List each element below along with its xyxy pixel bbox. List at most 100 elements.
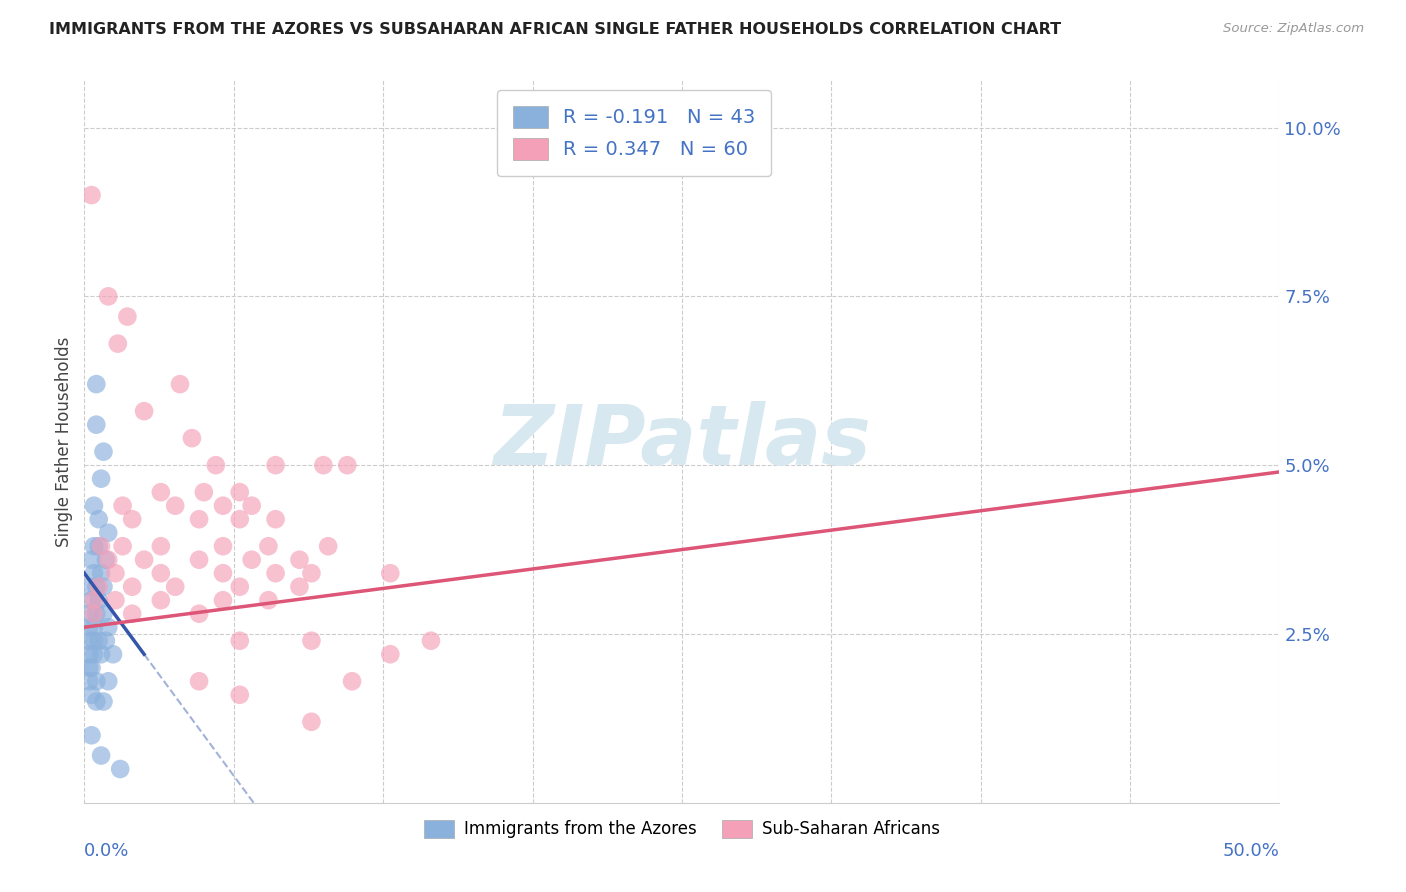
Point xyxy=(380,566,402,581)
Point xyxy=(90,566,112,581)
Point xyxy=(90,472,112,486)
Point xyxy=(165,499,187,513)
Point xyxy=(165,580,187,594)
Point xyxy=(111,539,134,553)
Text: Source: ZipAtlas.com: Source: ZipAtlas.com xyxy=(1223,22,1364,36)
Point xyxy=(90,748,112,763)
Point xyxy=(288,580,311,594)
Point xyxy=(121,512,143,526)
Point xyxy=(264,566,287,581)
Point xyxy=(212,539,235,553)
Point xyxy=(90,539,112,553)
Point xyxy=(149,485,172,500)
Point xyxy=(212,593,235,607)
Point xyxy=(104,566,127,581)
Point xyxy=(87,539,110,553)
Point xyxy=(316,539,339,553)
Point xyxy=(288,552,311,566)
Point xyxy=(257,539,280,553)
Point xyxy=(93,694,115,708)
Point xyxy=(181,431,204,445)
Point xyxy=(94,633,117,648)
Point xyxy=(188,512,211,526)
Point xyxy=(101,647,124,661)
Text: IMMIGRANTS FROM THE AZORES VS SUBSAHARAN AFRICAN SINGLE FATHER HOUSEHOLDS CORREL: IMMIGRANTS FROM THE AZORES VS SUBSAHARAN… xyxy=(49,22,1062,37)
Point xyxy=(301,633,323,648)
Point xyxy=(301,714,323,729)
Point xyxy=(83,647,105,661)
Point xyxy=(80,728,103,742)
Point xyxy=(80,688,103,702)
Point xyxy=(149,566,172,581)
Point xyxy=(77,633,100,648)
Point xyxy=(97,620,120,634)
Point xyxy=(132,552,156,566)
Y-axis label: Single Father Households: Single Father Households xyxy=(55,336,73,547)
Legend: Immigrants from the Azores, Sub-Saharan Africans: Immigrants from the Azores, Sub-Saharan … xyxy=(418,813,946,845)
Point xyxy=(97,289,120,303)
Point xyxy=(229,580,252,594)
Point xyxy=(104,593,127,607)
Point xyxy=(240,499,263,513)
Point xyxy=(149,593,172,607)
Point xyxy=(86,694,108,708)
Point xyxy=(97,674,120,689)
Point xyxy=(149,539,172,553)
Point xyxy=(83,593,105,607)
Point xyxy=(77,647,100,661)
Point xyxy=(111,499,134,513)
Point xyxy=(87,512,110,526)
Point xyxy=(257,593,280,607)
Point xyxy=(193,485,215,500)
Point xyxy=(188,552,211,566)
Point xyxy=(83,539,105,553)
Point xyxy=(336,458,359,472)
Point xyxy=(110,762,132,776)
Point xyxy=(264,458,287,472)
Point xyxy=(90,647,112,661)
Point xyxy=(93,444,115,458)
Point xyxy=(205,458,228,472)
Point xyxy=(93,607,115,621)
Point xyxy=(86,377,108,392)
Point xyxy=(97,552,120,566)
Point xyxy=(87,633,110,648)
Point xyxy=(380,647,402,661)
Point xyxy=(77,674,100,689)
Point xyxy=(264,512,287,526)
Point xyxy=(301,566,323,581)
Point xyxy=(240,552,263,566)
Point xyxy=(107,336,129,351)
Point xyxy=(77,607,100,621)
Text: 50.0%: 50.0% xyxy=(1223,842,1279,860)
Point xyxy=(86,417,108,432)
Point xyxy=(117,310,139,324)
Point xyxy=(83,607,105,621)
Point xyxy=(86,580,108,594)
Point xyxy=(340,674,363,689)
Point xyxy=(77,620,100,634)
Point xyxy=(83,566,105,581)
Point xyxy=(80,188,103,202)
Point xyxy=(87,593,110,607)
Point xyxy=(97,525,120,540)
Point xyxy=(212,566,235,581)
Point xyxy=(86,607,108,621)
Point xyxy=(80,552,103,566)
Point xyxy=(169,377,191,392)
Point xyxy=(83,499,105,513)
Point xyxy=(212,499,235,513)
Point xyxy=(77,661,100,675)
Point xyxy=(229,485,252,500)
Point xyxy=(94,552,117,566)
Point xyxy=(80,661,103,675)
Point xyxy=(188,674,211,689)
Point xyxy=(87,580,110,594)
Point xyxy=(83,633,105,648)
Point xyxy=(93,580,115,594)
Point xyxy=(86,674,108,689)
Point xyxy=(420,633,443,648)
Point xyxy=(121,607,143,621)
Point xyxy=(229,688,252,702)
Text: ZIPatlas: ZIPatlas xyxy=(494,401,870,482)
